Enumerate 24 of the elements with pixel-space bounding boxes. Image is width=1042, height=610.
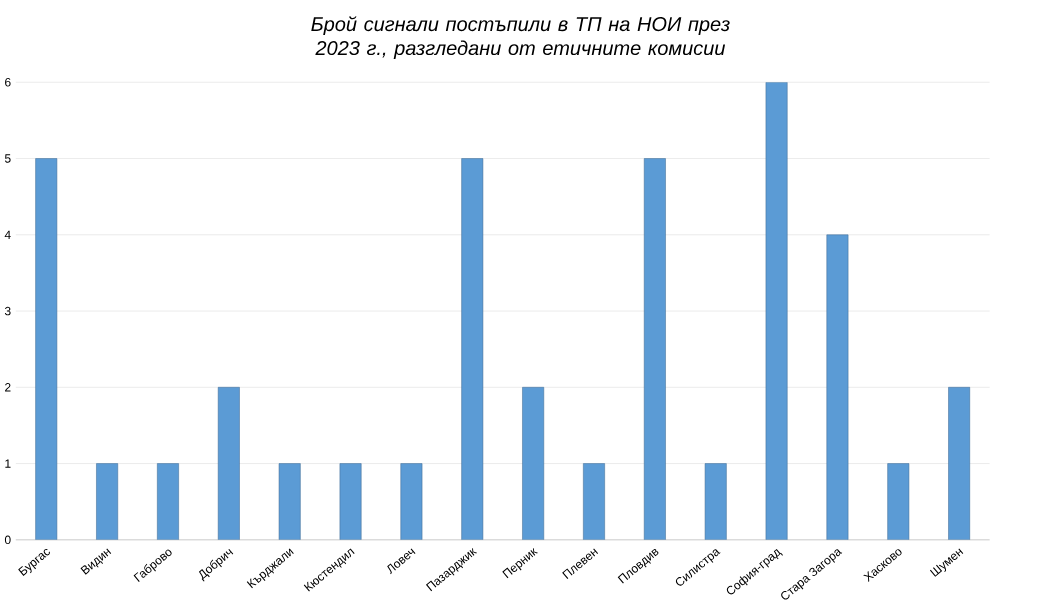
y-tick-label: 2 bbox=[5, 382, 11, 392]
chart-title: Брой сигнали постъпили в ТП на НОИ през 2023 г., разгледани от етичните комисии bbox=[311, 15, 730, 59]
bar bbox=[826, 234, 849, 540]
bar bbox=[278, 463, 301, 540]
y-tick-label: 6 bbox=[5, 77, 11, 87]
y-tick-label: 0 bbox=[4, 535, 11, 544]
bar bbox=[461, 158, 484, 540]
y-tick-label: 3 bbox=[4, 306, 11, 316]
bar bbox=[400, 463, 423, 540]
bar bbox=[217, 386, 240, 540]
bar bbox=[35, 158, 58, 540]
y-tick-label: 5 bbox=[4, 154, 11, 163]
bar bbox=[887, 463, 910, 540]
bar bbox=[339, 463, 362, 540]
bar bbox=[704, 463, 727, 540]
bar bbox=[96, 463, 119, 540]
bar bbox=[765, 82, 788, 540]
bar bbox=[948, 386, 971, 540]
y-tick-label: 1 bbox=[5, 459, 11, 468]
bar bbox=[583, 463, 605, 540]
bar bbox=[522, 386, 545, 540]
y-tick-label: 4 bbox=[4, 230, 11, 239]
bar bbox=[643, 158, 666, 540]
bar bbox=[157, 463, 179, 540]
